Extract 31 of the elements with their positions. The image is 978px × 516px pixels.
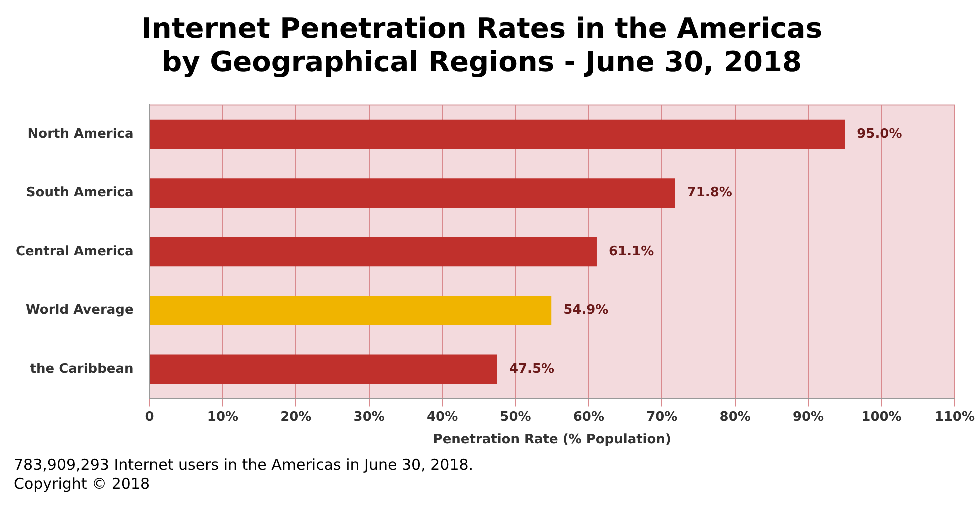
y-tick-label: North America (28, 126, 134, 142)
y-tick-label: the Caribbean (30, 362, 134, 377)
x-tick-label: 80% (720, 410, 751, 425)
x-tick-label: 20% (280, 410, 312, 425)
x-tick-label: 100% (862, 410, 902, 425)
x-tick-label: 110% (934, 410, 976, 425)
x-tick-label: 90% (792, 410, 824, 425)
x-tick-label: 30% (354, 410, 385, 425)
bar (150, 296, 552, 326)
bar (150, 237, 597, 267)
x-tick-label: 70% (646, 410, 678, 425)
x-axis-title: Penetration Rate (% Population) (433, 432, 672, 448)
x-tick-label: 10% (207, 410, 239, 425)
x-tick-label: 40% (426, 410, 458, 425)
data-label: 54.9% (564, 303, 609, 318)
y-tick-label: South America (26, 186, 134, 201)
y-tick-label: Central America (16, 244, 134, 260)
x-tick-label: 0 (145, 410, 154, 425)
bar (150, 354, 498, 384)
data-label: 47.5% (509, 362, 555, 377)
data-label: 71.8% (687, 186, 732, 201)
bar (150, 120, 846, 150)
data-label: 61.1% (608, 244, 654, 260)
y-tick-label: World Average (26, 303, 134, 318)
data-label: 95.0% (857, 126, 902, 142)
text: Copyright © 2018 (14, 475, 152, 494)
x-tick-label: 50% (500, 410, 532, 425)
chart-title: Internet Penetration Rates in the Americas by Geographical Regions - June 30, 2018 (142, 12, 822, 79)
text: 783,909,293 Internet users in the Americas in June 30, 2018. (14, 456, 474, 475)
bar (150, 178, 676, 208)
x-tick-label: 60% (573, 410, 604, 425)
